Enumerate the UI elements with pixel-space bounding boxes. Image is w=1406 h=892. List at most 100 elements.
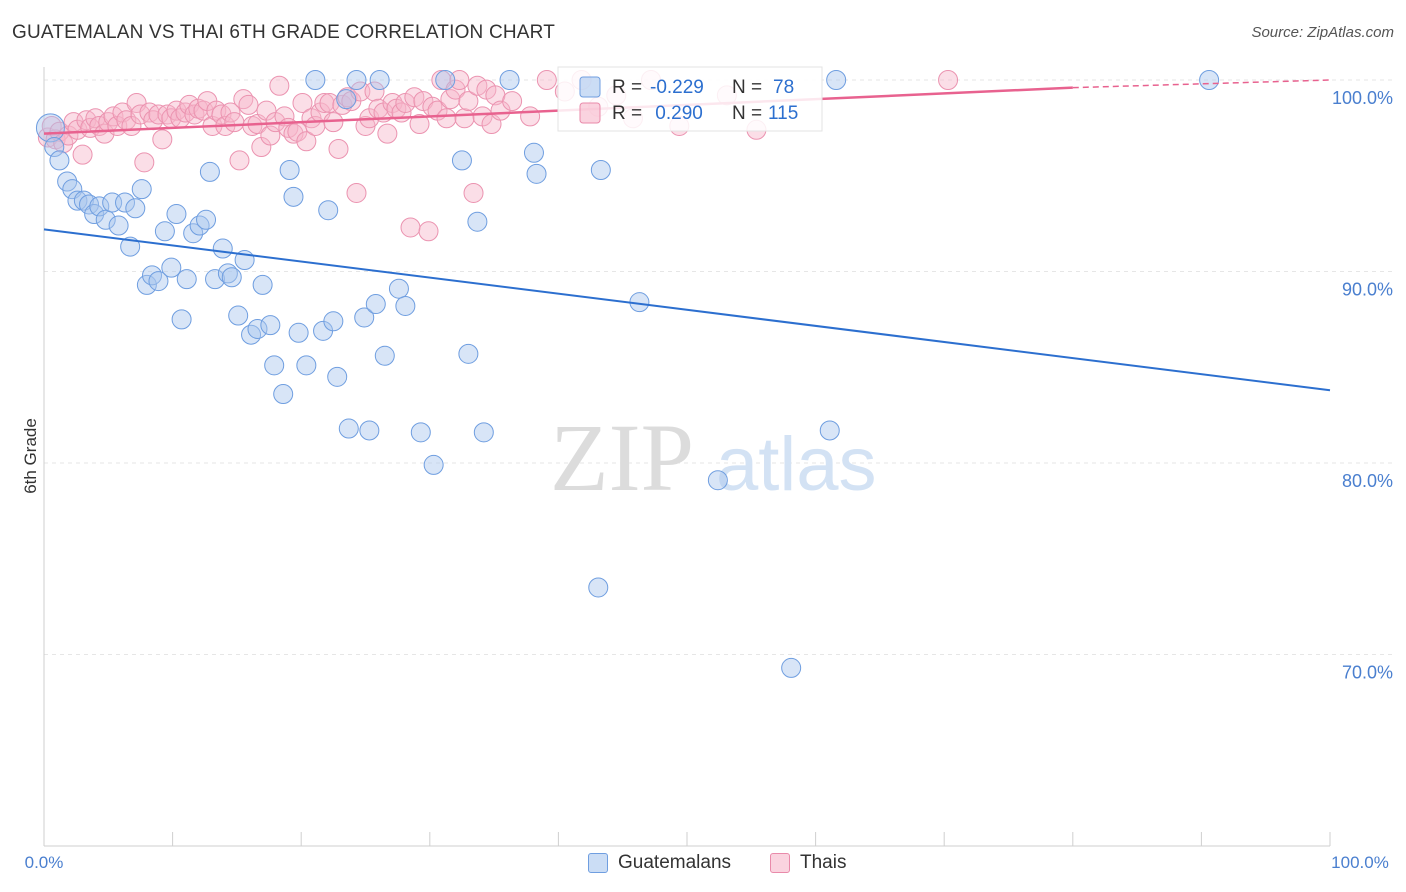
guatemalan-point <box>89 196 110 217</box>
thai-point <box>274 106 295 127</box>
guatemalan-point <box>318 200 339 221</box>
guatemalan-point <box>781 657 802 678</box>
thai-point <box>319 92 340 113</box>
thai-point <box>436 108 457 129</box>
guatemalan-point <box>410 422 431 443</box>
guatemalan-point <box>365 294 386 315</box>
legend-r-value-2: 0.290 <box>650 103 703 124</box>
guatemalan-point <box>327 366 348 387</box>
thai-point <box>152 129 173 150</box>
guatemalan-point <box>67 190 88 211</box>
legend-r-label-1: R = <box>612 77 642 98</box>
thai-point <box>418 221 439 242</box>
y-tick-label-80: 80.0% <box>1342 471 1393 491</box>
chart-title: GUATEMALAN VS THAI 6TH GRADE CORRELATION… <box>12 22 556 43</box>
guatemalan-point <box>458 343 479 364</box>
legend-n-value-2: 115 <box>768 103 798 124</box>
thai-point <box>520 106 541 127</box>
guatemalan-point <box>183 223 204 244</box>
thai-point <box>409 114 430 135</box>
guatemalan-point <box>217 263 238 284</box>
guatemalan-point <box>166 204 187 225</box>
thais-swatch <box>770 853 790 873</box>
guatemalan-point <box>467 211 488 232</box>
y-axis-label: 6th Grade <box>21 418 40 494</box>
thai-point <box>449 70 470 90</box>
guatemalan-point <box>288 322 309 343</box>
thai-point <box>314 92 335 113</box>
guatemalan-point <box>196 209 217 230</box>
thai-point <box>337 87 358 108</box>
guatemalan-point <box>526 163 547 184</box>
source-label: Source: ZipAtlas.com <box>1251 24 1394 41</box>
thai-point <box>346 182 367 203</box>
guatemalan-point <box>108 215 129 236</box>
legend-label-guatemalans: Guatemalans <box>618 852 732 873</box>
thai-point <box>502 91 523 112</box>
guatemalans-points <box>35 70 1220 678</box>
guatemalan-point <box>131 179 152 200</box>
guatemalan-point <box>273 384 294 405</box>
legend-item-guatemalans[interactable]: Guatemalans <box>588 852 731 874</box>
legend-n-label-1: N = <box>732 77 762 98</box>
guatemalan-point <box>212 238 233 259</box>
thais-points <box>37 70 959 242</box>
guatemalan-point <box>228 305 249 326</box>
legend-swatch-blue <box>579 76 601 98</box>
guatemalan-point <box>120 236 141 257</box>
thai-point <box>377 123 398 144</box>
guatemalan-point <box>125 198 146 219</box>
thai-point <box>296 131 317 152</box>
guatemalans-trend-line <box>43 228 1331 392</box>
guatemalan-point <box>283 186 304 207</box>
thai-point <box>364 81 385 102</box>
thai-point <box>94 123 115 144</box>
y-tick-label-90: 90.0% <box>1342 280 1393 300</box>
guatemalan-point <box>369 70 390 90</box>
thai-point <box>463 182 484 203</box>
thai-point <box>224 112 245 133</box>
guatemalan-point <box>359 420 380 441</box>
guatemalan-point <box>1199 70 1220 90</box>
guatemalan-point <box>189 215 210 236</box>
guatemalan-point <box>588 577 609 598</box>
guatemalan-point <box>296 355 317 376</box>
guatemalan-point <box>346 70 367 90</box>
thai-point <box>938 70 959 90</box>
guatemalan-point <box>590 160 611 181</box>
guatemalan-point <box>148 271 169 292</box>
guatemalan-point <box>44 137 65 158</box>
guatemalan-point <box>374 345 395 366</box>
thai-point <box>260 125 281 146</box>
legend-r-value-1: -0.229 <box>650 77 704 98</box>
guatemalan-point <box>115 192 136 213</box>
guatemalan-point <box>499 70 520 90</box>
guatemalan-point <box>171 309 192 330</box>
gridlines <box>44 79 1392 655</box>
guatemalan-point <box>338 418 359 439</box>
guatemalan-point <box>523 142 544 163</box>
legend-swatch-pink <box>579 102 601 124</box>
legend-item-thais[interactable]: Thais <box>770 852 846 874</box>
guatemalan-point <box>395 295 416 316</box>
thai-point <box>292 92 313 113</box>
thai-point <box>238 94 259 115</box>
thai-point <box>454 108 475 129</box>
legend-n-label-2: N = <box>732 103 762 124</box>
guatemalan-point <box>323 311 344 332</box>
guatemalan-point <box>241 324 262 345</box>
x-tick-label-0: 0.0% <box>25 853 64 872</box>
guatemalan-point <box>247 318 268 339</box>
x-tick-label-100: 100.0% <box>1331 853 1389 872</box>
guatemalan-point <box>161 257 182 278</box>
guatemalan-point <box>176 269 197 290</box>
guatemalan-point <box>154 221 175 242</box>
legend-n-value-1: 78 <box>773 77 794 98</box>
legend-label-thais: Thais <box>800 852 847 873</box>
thai-point <box>536 70 557 90</box>
guatemalan-point <box>136 274 157 295</box>
thai-point <box>269 75 290 96</box>
thais-trend-extension <box>1072 79 1331 89</box>
thai-point <box>328 138 349 159</box>
